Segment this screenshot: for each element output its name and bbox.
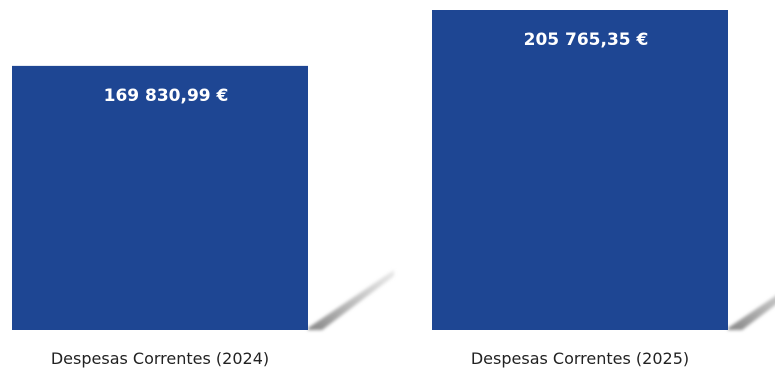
bars-group xyxy=(12,10,728,330)
value-labels-group: 169 830,99 € 205 765,35 € xyxy=(104,30,649,106)
category-label-1: Despesas Correntes (2024) xyxy=(51,349,269,368)
bar-2 xyxy=(432,10,728,330)
bar-shadow-2 xyxy=(728,296,775,330)
bar-value-label-1: 169 830,99 € xyxy=(104,86,229,106)
bar-shadows xyxy=(308,270,775,330)
category-label-2: Despesas Correntes (2025) xyxy=(471,349,689,368)
bar-1 xyxy=(12,65,308,330)
category-labels-group: Despesas Correntes (2024) Despesas Corren… xyxy=(51,349,689,368)
bar-value-label-2: 205 765,35 € xyxy=(524,30,649,50)
bar-shadow-1 xyxy=(308,270,394,330)
